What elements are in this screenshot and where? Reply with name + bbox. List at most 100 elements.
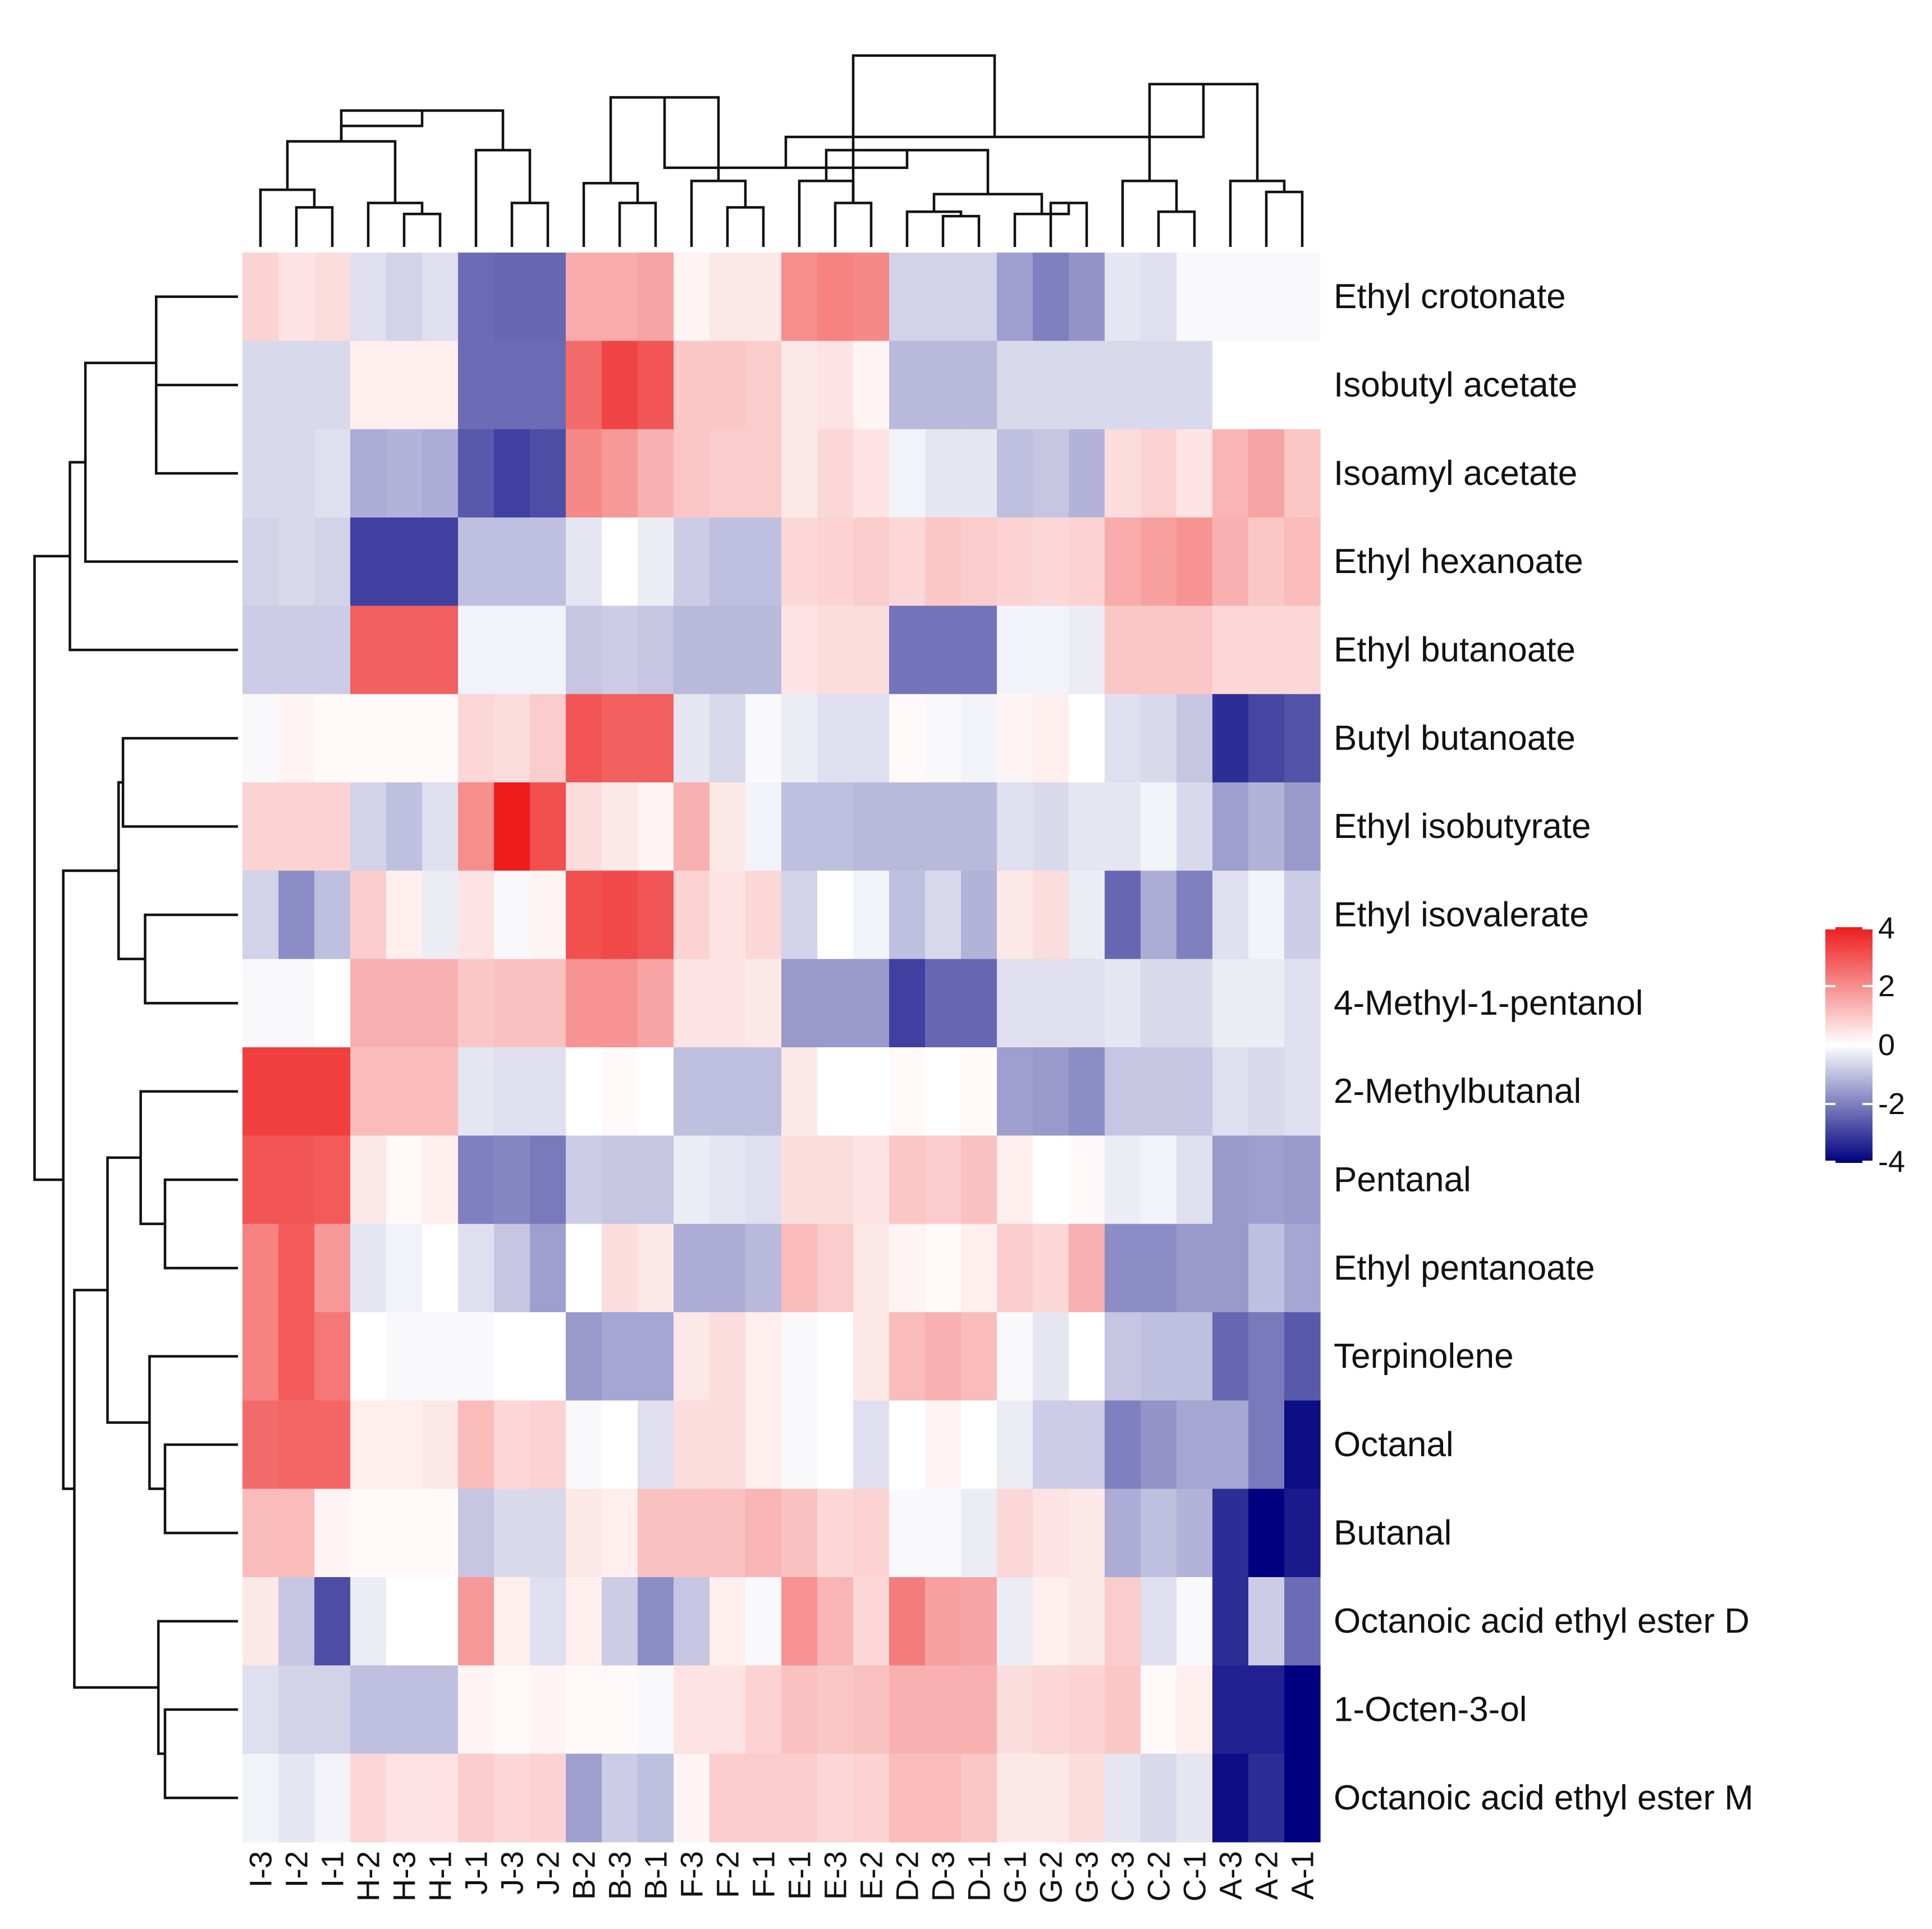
heatmap-cell xyxy=(314,1488,351,1578)
heatmap-cell xyxy=(242,1312,279,1401)
heatmap-cell xyxy=(1105,429,1141,518)
heatmap-cell xyxy=(422,1753,459,1843)
heatmap-cell xyxy=(925,341,962,430)
heatmap-cell xyxy=(602,1400,638,1490)
heatmap-cell xyxy=(745,1312,782,1401)
heatmap-cell xyxy=(422,1047,459,1136)
heatmap-cell xyxy=(278,1400,315,1490)
heatmap-cell xyxy=(1248,606,1285,695)
heatmap-cell xyxy=(817,341,854,430)
heatmap-cell xyxy=(1033,870,1069,960)
heatmap-cell xyxy=(638,1665,674,1754)
heatmap-cell xyxy=(602,694,638,783)
heatmap-cell xyxy=(278,253,315,341)
dendrogram-branch xyxy=(510,201,550,247)
heatmap-cell xyxy=(997,1047,1033,1136)
heatmap-cell xyxy=(350,1753,387,1843)
heatmap-cell xyxy=(350,959,387,1048)
heatmap-cell xyxy=(925,1400,962,1490)
heatmap-cell xyxy=(278,606,315,695)
dendrogram-branch xyxy=(726,206,765,247)
heatmap-cell xyxy=(242,606,279,695)
heatmap-cell xyxy=(1176,606,1213,695)
heatmap-cell xyxy=(853,782,890,871)
heatmap-cell xyxy=(925,1753,962,1843)
heatmap-cell xyxy=(278,1577,315,1666)
heatmap-cell xyxy=(1141,517,1177,606)
heatmap-cell xyxy=(997,606,1033,695)
heatmap-cell xyxy=(566,959,602,1048)
heatmap-cell xyxy=(1212,253,1249,341)
heatmap-cell xyxy=(350,1665,387,1754)
column-label: J-1 xyxy=(459,1851,494,1895)
heatmap-cell xyxy=(242,517,279,606)
column-label: E-3 xyxy=(818,1851,853,1900)
heatmap-cell xyxy=(350,606,387,695)
heatmap-cell xyxy=(350,1312,387,1401)
heatmap-cell xyxy=(925,694,962,783)
heatmap-cell xyxy=(386,870,423,960)
heatmap-cell xyxy=(1212,959,1249,1048)
heatmap-cell xyxy=(817,782,854,871)
heatmap-cell xyxy=(602,253,638,341)
heatmap-cell xyxy=(458,1312,495,1401)
dendrogram-branch xyxy=(367,201,424,247)
heatmap-cell xyxy=(1069,253,1105,341)
heatmap-cell xyxy=(1033,1577,1069,1666)
heatmap-cell xyxy=(781,694,818,783)
heatmap-cell xyxy=(1069,1488,1105,1578)
heatmap-cell xyxy=(242,1400,279,1490)
row-label: Pentanal xyxy=(1334,1161,1471,1199)
heatmap-cell xyxy=(458,782,495,871)
heatmap-cell xyxy=(530,1224,566,1313)
heatmap-cell xyxy=(350,429,387,518)
heatmap-cell xyxy=(1069,1753,1105,1843)
heatmap-cell xyxy=(1248,517,1285,606)
heatmap-cell xyxy=(458,870,495,960)
heatmap-cell xyxy=(638,1400,674,1490)
heatmap-cell xyxy=(674,1224,710,1313)
heatmap-cell xyxy=(638,517,674,606)
column-label: A-2 xyxy=(1249,1851,1284,1900)
heatmap-cell xyxy=(458,253,495,341)
heatmap-cell xyxy=(997,1135,1033,1225)
dendrogram-branch xyxy=(798,180,855,247)
dendrogram-branch xyxy=(295,206,334,247)
column-label: F-1 xyxy=(746,1851,781,1898)
heatmap-cell xyxy=(1176,1753,1213,1843)
dendrogram-branch xyxy=(259,188,316,247)
heatmap-cell xyxy=(494,959,530,1048)
heatmap-cell xyxy=(781,1312,818,1401)
heatmap-cell xyxy=(781,606,818,695)
heatmap-cell xyxy=(1212,1665,1249,1754)
heatmap-cell xyxy=(1105,1577,1141,1666)
column-label: B-3 xyxy=(602,1851,638,1900)
heatmap-cell xyxy=(925,1488,962,1578)
dendrogram-branch xyxy=(941,214,981,247)
heatmap-cell xyxy=(458,1577,495,1666)
heatmap-cell xyxy=(674,782,710,871)
dendrogram-branch xyxy=(33,555,70,1181)
heatmap-cell xyxy=(674,517,710,606)
heatmap-cell xyxy=(422,1135,459,1225)
heatmap-cell xyxy=(314,782,351,871)
heatmap-cell xyxy=(1248,1665,1285,1754)
column-label: A-1 xyxy=(1285,1851,1320,1900)
row-label: Ethyl crotonate xyxy=(1334,277,1566,316)
heatmap-cell xyxy=(853,1047,890,1136)
heatmap-cell xyxy=(314,870,351,960)
heatmap-cell xyxy=(997,1400,1033,1490)
heatmap-cell xyxy=(817,1047,854,1136)
dendrogram-branch xyxy=(73,1289,159,1689)
heatmap-cell xyxy=(314,517,351,606)
column-label: J-3 xyxy=(495,1851,530,1895)
heatmap-cell xyxy=(781,517,818,606)
heatmap-cell xyxy=(745,517,782,606)
heatmap-cell xyxy=(1033,1047,1069,1136)
heatmap-cell xyxy=(674,1488,710,1578)
heatmap-cell xyxy=(1141,1047,1177,1136)
heatmap-cell xyxy=(1141,429,1177,518)
heatmap-cell xyxy=(422,253,459,341)
heatmap-cell xyxy=(853,1135,890,1225)
heatmap-cell xyxy=(889,694,926,783)
